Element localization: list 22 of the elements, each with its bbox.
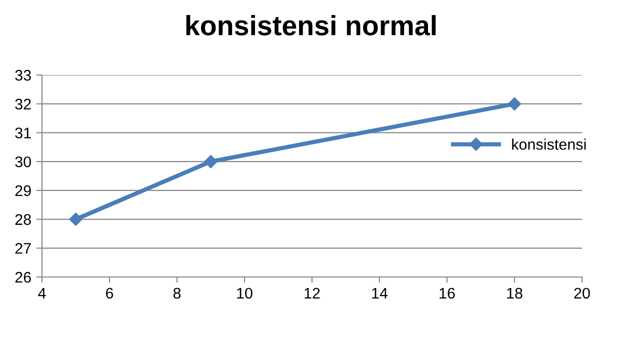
x-tick-label: 4 [38,288,46,298]
y-tick-label: 28 [15,214,31,225]
y-tick-label: 27 [15,243,31,254]
x-tick-label: 18 [507,288,522,299]
point [69,212,82,226]
x-tick-label: 10 [237,288,252,299]
y-tick-label: 31 [15,128,31,138]
point [508,97,522,110]
x-tick-label: 14 [372,288,388,298]
x-tick-label: 6 [106,288,114,299]
x-tick-label: 20 [574,288,590,299]
y-tick-label: 32 [15,98,31,110]
x-tick-label: 8 [173,288,181,299]
y-tick-label: 30 [15,156,31,168]
chart-title: konsistensi normal [186,15,436,36]
y-tick-label: 33 [15,70,31,81]
x-tick-label: 16 [440,288,455,299]
y-tick-label: 26 [15,272,31,283]
legend-label: konsistensi [512,138,586,150]
point [204,154,218,168]
y-tick-label: 29 [15,185,31,196]
x-tick-label: 12 [304,288,320,298]
